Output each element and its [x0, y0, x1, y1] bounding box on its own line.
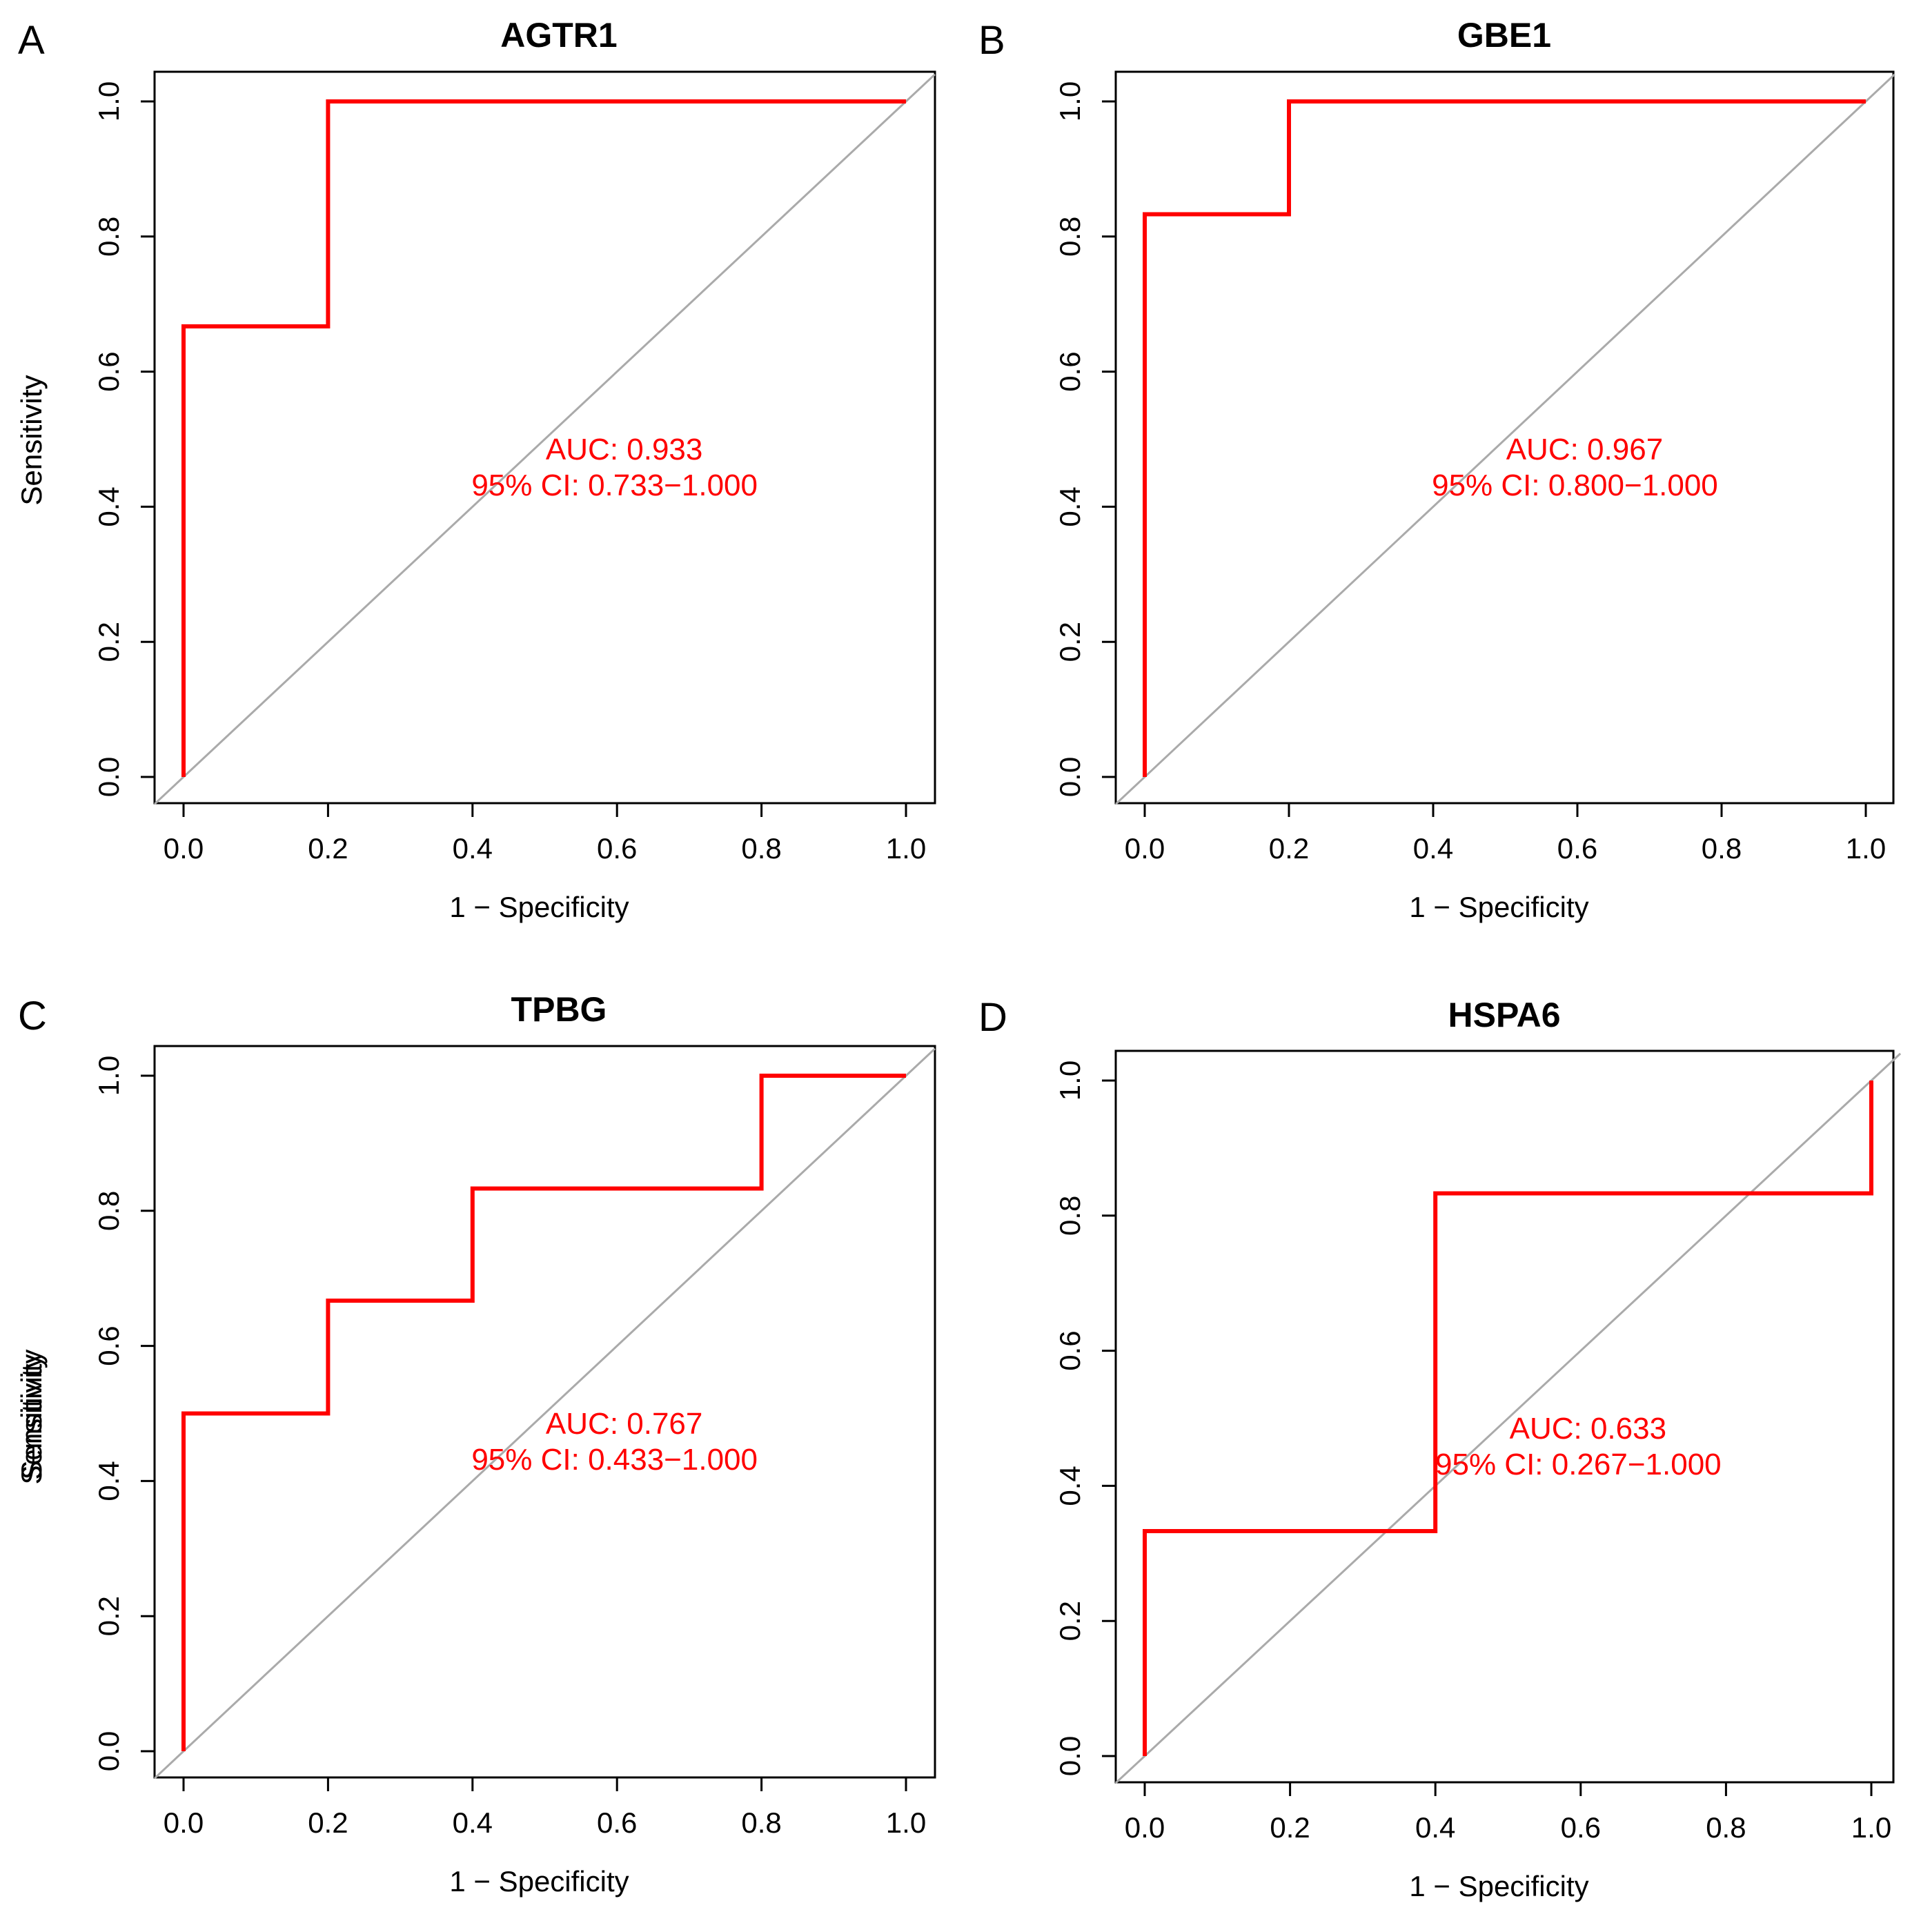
y-tick-label: 1.0 — [1054, 81, 1086, 121]
y-axis-label: Sensitivity — [15, 1354, 48, 1484]
y-tick-label: 0.8 — [92, 1191, 125, 1231]
y-tick-label: 0.0 — [1054, 1736, 1086, 1776]
x-tick-label: 0.6 — [1557, 832, 1597, 865]
ci-annotation: 95% CI: 0.267−1.000 — [1435, 1448, 1722, 1481]
plot-frame — [153, 1045, 936, 1779]
y-tick-label: 0.6 — [1054, 351, 1086, 391]
ci-annotation: 95% CI: 0.800−1.000 — [1432, 469, 1718, 502]
panel-title: TPBG — [511, 990, 607, 1029]
y-tick-label: 0.8 — [1054, 217, 1086, 257]
x-tick-label: 0.6 — [597, 1806, 637, 1839]
roc-panel-d: D HSPA6 0.0 0.2 0.4 0.6 0.8 1.0 0.0 0.2 0.4 0.6 0.8 1… — [15, 995, 1902, 1902]
roc-curve — [1143, 1081, 1873, 1756]
y-tick-label: 0.6 — [1054, 1330, 1086, 1370]
x-axis-label: 1 − Specificity — [449, 1865, 629, 1897]
y-tick-label: 0.6 — [92, 351, 125, 391]
x-tick-label: 1.0 — [886, 832, 926, 865]
y-tick-label: 0.2 — [92, 622, 125, 662]
roc-curve — [1143, 99, 1866, 777]
ci-annotation: 95% CI: 0.733−1.000 — [471, 469, 758, 502]
y-tick-label: 0.8 — [1054, 1196, 1086, 1236]
auc-annotation: AUC: 0.967 — [1506, 433, 1663, 466]
plot-frame — [1114, 70, 1895, 805]
plot-frame — [1114, 1049, 1895, 1784]
y-tick-label: 0.2 — [1054, 1601, 1086, 1641]
y-tick-label: 1.0 — [92, 1056, 125, 1096]
x-tick-label: 0.8 — [1702, 832, 1742, 865]
y-tick-label: 0.6 — [92, 1325, 125, 1366]
reference-diagonal — [1115, 73, 1895, 805]
y-axis-label: Sensitivity — [15, 1349, 48, 1479]
x-tick-label: 0.2 — [308, 1806, 348, 1839]
ci-annotation: 95% CI: 0.433−1.000 — [471, 1443, 758, 1477]
panel-letter: B — [978, 18, 1005, 63]
x-tick-label: 0.8 — [741, 1806, 781, 1839]
x-tick-label: 0.2 — [308, 832, 348, 865]
panel-title: GBE1 — [1457, 16, 1551, 55]
roc-panel-b: B GBE1 0.0 0.2 0.4 0.6 0.8 1.0 0.0 0.2 0.4 0.6 0.8 1.… — [15, 16, 1895, 923]
panel-title: AGTR1 — [500, 16, 617, 55]
y-tick-label: 0.0 — [1054, 757, 1086, 797]
x-tick-label: 0.8 — [1706, 1811, 1746, 1844]
x-tick-label: 0.6 — [597, 832, 637, 865]
auc-annotation: AUC: 0.767 — [546, 1407, 702, 1441]
y-tick-label: 0.0 — [92, 1731, 125, 1771]
panel-letter: A — [18, 18, 45, 63]
y-tick-label: 0.4 — [1054, 486, 1086, 526]
x-tick-label: 0.4 — [1413, 832, 1453, 865]
y-axis-label: Sensitivity — [15, 375, 48, 505]
y-axis-label: Sensitivity — [15, 375, 48, 505]
y-tick-label: 0.4 — [1054, 1466, 1086, 1506]
x-axis-label: 1 − Specificity — [1409, 891, 1588, 923]
y-tick-label: 0.4 — [92, 486, 125, 526]
roc-panel-c: C TPBG 0.0 0.2 0.4 0.6 0.8 1.0 0.0 0.2 0.4 0.6 0.8 1.… — [15, 990, 936, 1897]
x-tick-label: 0.0 — [1125, 1811, 1165, 1844]
auc-annotation: AUC: 0.633 — [1510, 1412, 1666, 1446]
y-tick-label: 0.2 — [1054, 622, 1086, 662]
x-tick-label: 0.0 — [1125, 832, 1165, 865]
reference-diagonal — [154, 1047, 936, 1780]
x-tick-label: 1.0 — [1846, 832, 1886, 865]
x-tick-label: 0.2 — [1270, 1811, 1310, 1844]
x-axis-label: 1 − Specificity — [449, 891, 629, 923]
x-tick-label: 1.0 — [1851, 1811, 1891, 1844]
reference-diagonal — [154, 73, 936, 805]
panel-letter: D — [978, 995, 1007, 1040]
roc-panel-a: A AGTR1 0.0 0.2 0.4 0.6 0.8 1.0 0.0 0.2 0.4 0.6 0.8 1… — [15, 16, 936, 923]
roc-curve — [181, 99, 906, 777]
auc-annotation: AUC: 0.933 — [546, 433, 702, 466]
y-tick-label: 1.0 — [1054, 1061, 1086, 1101]
x-tick-label: 0.8 — [741, 832, 781, 865]
plot-frame — [153, 70, 936, 805]
y-tick-label: 1.0 — [92, 81, 125, 121]
x-tick-label: 0.0 — [164, 1806, 204, 1839]
y-tick-label: 0.0 — [92, 757, 125, 797]
reference-diagonal — [1114, 1052, 1902, 1784]
y-tick-label: 0.4 — [92, 1461, 125, 1501]
x-axis-label: 1 − Specificity — [1409, 1870, 1588, 1902]
roc-curve — [181, 1074, 906, 1751]
x-tick-label: 1.0 — [886, 1806, 926, 1839]
x-tick-label: 0.4 — [453, 832, 493, 865]
x-tick-label: 0.0 — [164, 832, 204, 865]
y-tick-label: 0.2 — [92, 1596, 125, 1636]
x-tick-label: 0.2 — [1269, 832, 1309, 865]
panel-letter: C — [18, 994, 47, 1038]
x-tick-label: 0.6 — [1561, 1811, 1601, 1844]
panel-title: HSPA6 — [1448, 996, 1560, 1034]
x-tick-label: 0.4 — [1415, 1811, 1455, 1844]
x-tick-label: 0.4 — [453, 1806, 493, 1839]
y-tick-label: 0.8 — [92, 217, 125, 257]
